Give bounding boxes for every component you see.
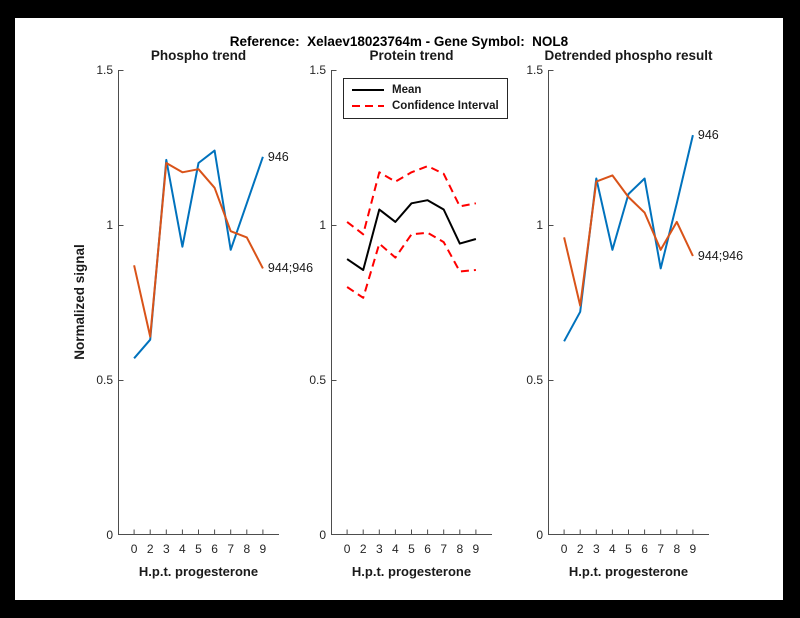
x-tick-label: 5 [625, 542, 632, 556]
series-line-mean [346, 199, 477, 271]
x-tick-label: 9 [472, 542, 480, 556]
y-tick-label: 1.5 [309, 63, 326, 77]
x-tick-label: 6 [424, 542, 431, 556]
legend: Mean Confidence Interval [343, 78, 508, 119]
subplot-detrended-phospho-result: Detrended phospho result H.p.t. progeste… [503, 40, 763, 600]
x-axis-label: H.p.t. progesterone [138, 564, 259, 579]
subplot-title-detrended-phospho-result: Detrended phospho result [544, 48, 713, 63]
subplot-title-protein-trend: Protein trend [369, 48, 454, 63]
detrended-phospho-result-plot [548, 70, 709, 535]
y-tick-label: 1 [319, 218, 326, 232]
subplot-phospho-trend: Phospho trend H.p.t. progesterone 0 0.5 1 1… [73, 40, 333, 600]
x-tick-label: 0 [130, 542, 138, 556]
x-tick-label: 8 [456, 542, 464, 556]
x-axis-label: H.p.t. progesterone [568, 564, 689, 579]
y-tick-label: 1 [106, 218, 113, 232]
series-line-944-946 [563, 174, 694, 307]
figure-title: Reference: Xelaev18023764m - Gene Symbol… [229, 34, 569, 49]
subplot-protein-trend: Protein trend H.p.t. progesterone Mean C… [286, 40, 546, 600]
x-tick-label: 3 [375, 542, 383, 556]
x-tick-label: 6 [641, 542, 648, 556]
series-end-label: 946 [697, 128, 719, 143]
legend-label-mean: Mean [392, 84, 422, 96]
y-tick-label: 0 [319, 528, 326, 542]
x-tick-label: 3 [162, 542, 170, 556]
series-end-label: 946 [267, 149, 289, 164]
y-tick-label: 1 [536, 218, 543, 232]
x-tick-label: 9 [259, 542, 267, 556]
x-axis-label: H.p.t. progesterone [351, 564, 472, 579]
x-tick-label: 5 [195, 542, 202, 556]
x-tick-label: 7 [657, 542, 665, 556]
x-tick-label: 2 [359, 542, 367, 556]
x-tick-label: 7 [440, 542, 448, 556]
y-tick-label: 0.5 [526, 373, 543, 387]
legend-row-confidence-interval: Confidence Interval [352, 99, 499, 113]
phospho-trend-plot [118, 70, 279, 535]
x-tick-label: 6 [211, 542, 218, 556]
x-tick-label: 0 [560, 542, 568, 556]
x-tick-label: 3 [592, 542, 600, 556]
x-tick-label: 0 [343, 542, 351, 556]
x-tick-label: 4 [392, 542, 399, 556]
series-line-confidence-interval-upper [346, 165, 477, 236]
confidence-interval-line-sample-icon [352, 105, 384, 107]
x-tick-label: 2 [146, 542, 154, 556]
x-tick-label: 5 [408, 542, 415, 556]
y-tick-label: 0 [106, 528, 113, 542]
x-tick-label: 8 [243, 542, 251, 556]
series-end-label: 944;946 [267, 261, 314, 276]
protein-trend-plot [331, 70, 492, 535]
legend-label-confidence-interval: Confidence Interval [392, 100, 499, 112]
y-tick-label: 0 [536, 528, 543, 542]
x-tick-label: 2 [576, 542, 584, 556]
legend-row-mean: Mean [352, 83, 499, 97]
x-tick-label: 9 [689, 542, 697, 556]
series-line-946 [133, 149, 264, 359]
y-tick-label: 1.5 [96, 63, 113, 77]
y-tick-label: 1.5 [526, 63, 543, 77]
x-tick-label: 7 [227, 542, 235, 556]
x-tick-label: 8 [673, 542, 681, 556]
x-tick-label: 4 [179, 542, 186, 556]
x-tick-label: 4 [609, 542, 616, 556]
series-line-confidence-interval-lower [346, 231, 476, 299]
y-tick-label: 0.5 [96, 373, 113, 387]
subplot-title-phospho-trend: Phospho trend [150, 48, 247, 63]
figure-canvas: Reference: Xelaev18023764m - Gene Symbol… [15, 18, 783, 600]
series-line-944-946 [133, 162, 264, 338]
series-end-label: 944;946 [697, 249, 744, 263]
y-tick-label: 0.5 [309, 373, 326, 387]
series-line-946 [563, 134, 694, 342]
mean-line-sample-icon [352, 89, 384, 91]
